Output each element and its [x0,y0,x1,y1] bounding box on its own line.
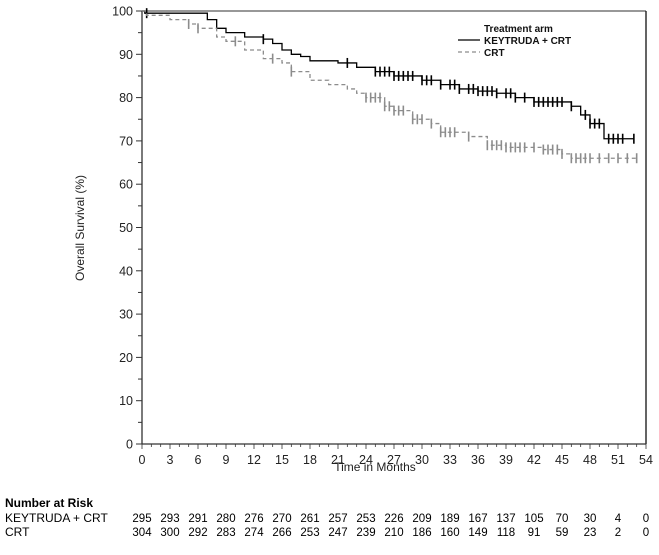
risk-value: 149 [468,527,488,539]
risk-value: 70 [555,513,569,525]
legend-label-keytruda-crt: KEYTRUDA + CRT [484,36,571,47]
x-tick-label: 18 [303,453,317,467]
risk-value: 257 [328,513,348,525]
risk-value: 300 [160,527,180,539]
x-tick-label: 51 [611,453,625,467]
risk-value: 0 [642,513,650,525]
risk-value: 247 [328,527,348,539]
x-tick-label: 21 [331,453,345,467]
risk-value: 280 [216,513,236,525]
x-tick-label: 3 [167,453,174,467]
y-tick-label: 10 [119,394,133,408]
risk-value: 239 [356,527,376,539]
risk-value: 2 [614,527,622,539]
risk-value: 186 [412,527,432,539]
y-axis-title: Overall Survival (%) [73,175,87,281]
y-tick-label: 20 [119,351,133,365]
y-tick-label: 100 [112,5,133,19]
y-tick-label: 90 [119,48,133,62]
risk-row-label-crt: CRT [5,525,30,539]
legend-label-crt: CRT [484,48,505,59]
risk-value: 105 [524,513,544,525]
risk-value: 210 [384,527,404,539]
risk-value: 23 [583,527,597,539]
x-tick-label: 6 [195,453,202,467]
y-tick-label: 30 [119,308,133,322]
risk-value: 266 [272,527,292,539]
x-tick-label: 0 [139,453,146,467]
risk-value: 226 [384,513,404,525]
risk-value: 291 [188,513,208,525]
risk-value: 160 [440,527,460,539]
x-tick-label: 27 [387,453,401,467]
risk-value: 253 [300,527,320,539]
risk-value: 0 [642,527,650,539]
x-tick-label: 54 [639,453,653,467]
risk-value: 261 [300,513,320,525]
risk-value: 270 [272,513,292,525]
x-tick-label: 33 [443,453,457,467]
x-tick-label: 9 [223,453,230,467]
risk-value: 276 [244,513,264,525]
risk-value: 292 [188,527,208,539]
km-curve-keytruda-crt [142,10,634,140]
x-tick-label: 24 [359,453,373,467]
legend: Treatment arm KEYTRUDA + CRT CRT [458,24,571,59]
y-tick-label: 40 [119,264,133,278]
y-tick-label: 70 [119,134,133,148]
risk-value: 4 [614,513,622,525]
risk-value: 274 [244,527,264,539]
x-tick-label: 45 [555,453,569,467]
risk-value: 91 [527,527,541,539]
x-tick-label: 39 [499,453,513,467]
x-axis-title: Time in Months [334,460,416,474]
risk-value: 304 [132,527,152,539]
risk-value: 253 [356,513,376,525]
x-tick-label: 12 [247,453,261,467]
risk-value: 295 [132,513,152,525]
risk-value: 209 [412,513,432,525]
x-tick-label: 30 [415,453,429,467]
y-tick-label: 0 [126,438,133,452]
risk-value: 30 [583,513,597,525]
risk-value: 283 [216,527,236,539]
y-tick-label: 60 [119,178,133,192]
legend-title: Treatment arm [484,24,553,35]
risk-value: 59 [555,527,569,539]
risk-value: 189 [440,513,460,525]
curves [142,8,638,164]
x-tick-label: 48 [583,453,597,467]
number-at-risk-title: Number at Risk [5,496,94,510]
risk-value: 118 [496,527,516,539]
x-tick-label: 36 [471,453,485,467]
risk-value: 293 [160,513,180,525]
y-tick-label: 50 [119,221,133,235]
km-curve-crt [142,10,637,159]
x-tick-label: 42 [527,453,541,467]
y-tick-label: 80 [119,91,133,105]
risk-value: 137 [496,513,516,525]
risk-row-label-keytruda-crt: KEYTRUDA + CRT [5,511,108,525]
x-tick-label: 15 [275,453,289,467]
risk-value: 167 [468,513,488,525]
